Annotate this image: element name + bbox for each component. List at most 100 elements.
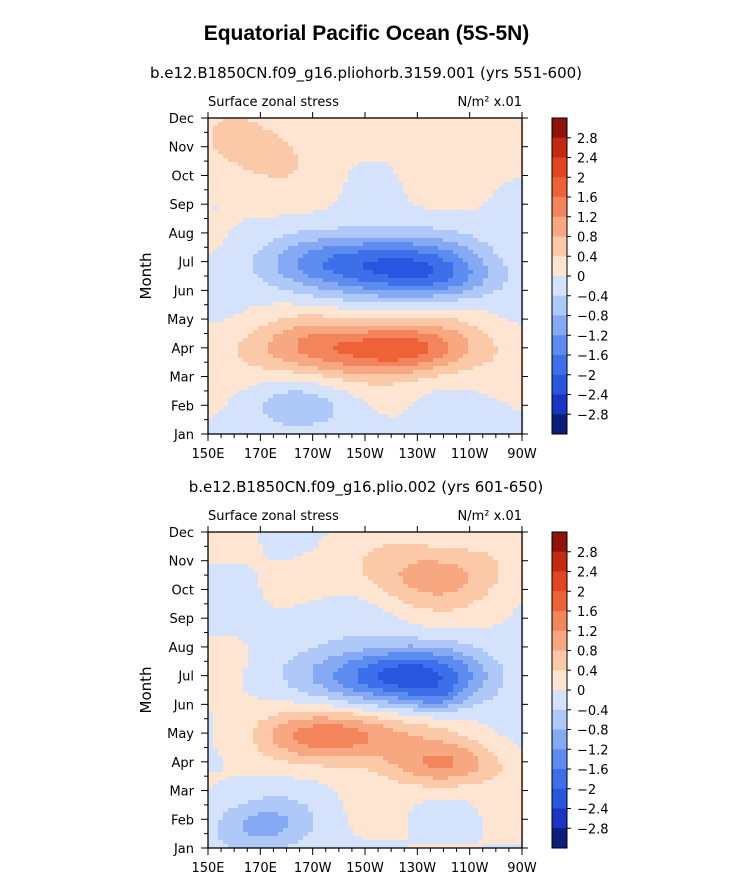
heatmap-cell [423, 326, 429, 331]
heatmap-cell [488, 230, 494, 235]
heatmap-cell [253, 330, 259, 335]
heatmap-cell [488, 194, 494, 199]
heatmap-cell [353, 150, 359, 155]
heatmap-cell [398, 270, 404, 275]
heatmap-cell [408, 358, 414, 363]
heatmap-cell [503, 130, 509, 135]
heatmap-cell [298, 158, 304, 163]
heatmap-cell [433, 294, 439, 299]
heatmap-cell [258, 342, 264, 347]
heatmap-cell [368, 182, 374, 187]
heatmap-cell [478, 286, 484, 291]
heatmap-cell [433, 218, 439, 223]
heatmap-cell [328, 326, 334, 331]
heatmap-cell [268, 414, 274, 419]
heatmap-cell [368, 282, 374, 287]
heatmap-cell [408, 266, 414, 271]
heatmap-cell [393, 418, 399, 423]
heatmap-cell [263, 286, 269, 291]
heatmap-cell [418, 194, 424, 199]
heatmap-cell [208, 154, 214, 159]
heatmap-cell [493, 350, 499, 355]
heatmap-cell [333, 394, 339, 399]
heatmap-cell [398, 362, 404, 367]
heatmap-cell [483, 270, 489, 275]
heatmap-cell [488, 146, 494, 151]
heatmap-cell [468, 366, 474, 371]
heatmap-cell [358, 238, 364, 243]
heatmap-cell [378, 318, 384, 323]
heatmap-cell [463, 270, 469, 275]
heatmap-cell [283, 210, 289, 215]
heatmap-cell [273, 206, 279, 211]
heatmap-cell [473, 322, 479, 327]
heatmap-cell [423, 122, 429, 127]
heatmap-cell [418, 170, 424, 175]
heatmap-cell [293, 302, 299, 307]
heatmap-cell [278, 246, 284, 251]
heatmap-cell [318, 162, 324, 167]
heatmap-cell [478, 246, 484, 251]
heatmap-cell [273, 178, 279, 183]
heatmap-cell [463, 226, 469, 231]
heatmap-cell [343, 394, 349, 399]
heatmap-cell [458, 274, 464, 279]
heatmap-cell [258, 298, 264, 303]
heatmap-cell [293, 262, 299, 267]
heatmap-cell [273, 250, 279, 255]
heatmap-cell [468, 302, 474, 307]
heatmap-cell [373, 198, 379, 203]
heatmap-cell [313, 154, 319, 159]
heatmap-cell [283, 138, 289, 143]
heatmap-cell [463, 362, 469, 367]
heatmap-cell [453, 238, 459, 243]
heatmap-cell [443, 242, 449, 247]
heatmap-cell [333, 414, 339, 419]
heatmap-cell [483, 362, 489, 367]
heatmap-cell [513, 354, 519, 359]
heatmap-cell [213, 154, 219, 159]
heatmap-cell [498, 362, 504, 367]
heatmap-cell [513, 174, 519, 179]
heatmap-cell [338, 322, 344, 327]
heatmap-cell [493, 230, 499, 235]
heatmap-cell [438, 254, 444, 259]
heatmap-cell [363, 346, 369, 351]
heatmap-cell [473, 198, 479, 203]
heatmap-cell [338, 206, 344, 211]
heatmap-cell [253, 418, 259, 423]
heatmap-cell [218, 118, 224, 123]
heatmap-cell [518, 190, 524, 195]
heatmap-cell [248, 422, 254, 427]
heatmap-cell [238, 262, 244, 267]
heatmap-cell [388, 358, 394, 363]
heatmap-cell [313, 278, 319, 283]
heatmap-cell [333, 326, 339, 331]
heatmap-cell [488, 306, 494, 311]
heatmap-cell [343, 134, 349, 139]
heatmap-cell [233, 318, 239, 323]
heatmap-cell [338, 186, 344, 191]
heatmap-cell [393, 350, 399, 355]
heatmap-cell [268, 306, 274, 311]
heatmap-cell [438, 362, 444, 367]
heatmap-cell [318, 230, 324, 235]
heatmap-cell [403, 234, 409, 239]
heatmap-cell [458, 142, 464, 147]
heatmap-cell [448, 322, 454, 327]
heatmap-cell [513, 218, 519, 223]
heatmap-cell [258, 346, 264, 351]
heatmap-cell [518, 178, 524, 183]
heatmap-cell [513, 290, 519, 295]
heatmap-cell [453, 230, 459, 235]
heatmap-cell [448, 186, 454, 191]
heatmap-cell [458, 294, 464, 299]
heatmap-cell [298, 250, 304, 255]
heatmap-cell [463, 370, 469, 375]
heatmap-cell [238, 234, 244, 239]
heatmap-cell [393, 250, 399, 255]
heatmap-cell [398, 398, 404, 403]
heatmap-cell [518, 122, 524, 127]
heatmap-cell [478, 298, 484, 303]
heatmap-cell [398, 150, 404, 155]
